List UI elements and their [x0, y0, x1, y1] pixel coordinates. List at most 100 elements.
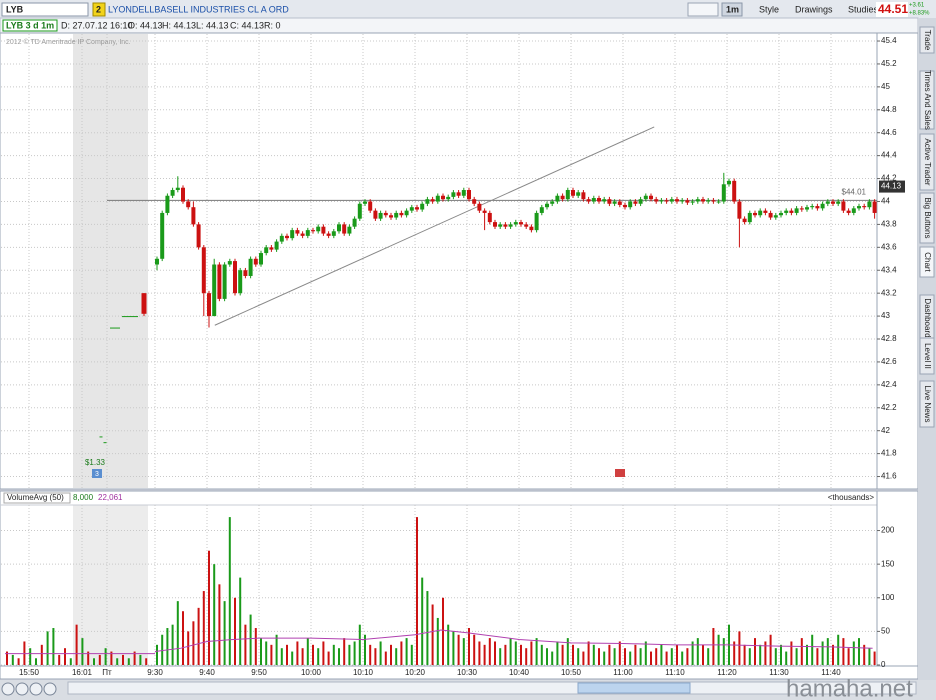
- volume-bar: [192, 621, 195, 665]
- chart-id: LYB 3 d 1m: [6, 20, 54, 30]
- studies-button[interactable]: Studies: [848, 4, 879, 14]
- volume-bar: [75, 624, 78, 665]
- candle-body: [836, 201, 841, 204]
- time-label: 10:10: [353, 668, 374, 677]
- candle-body: [706, 200, 711, 202]
- drawings-button[interactable]: Drawings: [795, 4, 833, 14]
- sidebar-tab[interactable]: [919, 133, 935, 191]
- volume-bar: [525, 648, 528, 665]
- volume-bar: [468, 628, 470, 665]
- volume-title: VolumeAvg (50): [7, 493, 64, 502]
- zoom-button[interactable]: [43, 682, 57, 696]
- volume-bar: [104, 648, 107, 665]
- sidebar-tab[interactable]: [919, 192, 935, 244]
- volume-bar: [785, 651, 788, 665]
- volume-bar: [587, 641, 590, 665]
- sidebar-tab[interactable]: [919, 70, 935, 130]
- scroll-thumb[interactable]: [577, 682, 691, 694]
- y-tick-label: 43.4: [881, 265, 897, 274]
- y-tick-label: 44: [881, 197, 890, 206]
- candle-body: [305, 230, 310, 236]
- candle-body: [222, 264, 227, 299]
- candle-body: [612, 201, 617, 204]
- candle-body: [591, 198, 596, 202]
- sidebar-tab[interactable]: [919, 246, 935, 278]
- candle-body: [695, 199, 700, 202]
- zoom-button[interactable]: [15, 682, 29, 696]
- volume-bar: [384, 651, 387, 665]
- volume-bar: [374, 648, 377, 665]
- info-date: D: 27.07.12 16:10: [61, 20, 133, 30]
- candle-body: [122, 316, 138, 318]
- volume-bar: [821, 641, 824, 665]
- volume-bar: [286, 644, 288, 665]
- sidebar-tab[interactable]: [919, 380, 935, 428]
- candle-body: [181, 187, 185, 202]
- volume-title-box: [3, 492, 71, 504]
- candle-body: [248, 258, 253, 276]
- candle-body: [441, 195, 445, 200]
- link-box[interactable]: [92, 2, 106, 17]
- volume-bar: [442, 597, 444, 665]
- volume-bar: [156, 644, 158, 665]
- volume-bar: [260, 638, 262, 665]
- volume-bar: [244, 624, 247, 665]
- symbol-box[interactable]: [1, 2, 89, 17]
- scrollbar[interactable]: [67, 681, 917, 695]
- candle-body: [872, 201, 877, 213]
- volume-bar: [566, 638, 569, 665]
- y-tick-label: 42.2: [881, 403, 897, 412]
- volume-bar: [139, 654, 142, 665]
- volume-bar: [483, 644, 486, 665]
- volume-bar: [572, 644, 574, 665]
- y-tick-label: 43.8: [881, 220, 897, 229]
- volume-bar: [234, 597, 236, 665]
- volume-bar: [348, 644, 351, 665]
- volume-bar: [816, 648, 819, 665]
- sidebar-tab-label: Chart: [923, 252, 932, 272]
- link: 2: [96, 4, 101, 14]
- candle-body: [867, 201, 872, 208]
- candle-body: [607, 199, 612, 204]
- y-tick-label: 45: [881, 82, 890, 91]
- volume-bar: [166, 628, 169, 665]
- volume-bar: [332, 644, 335, 665]
- time-label: 11:20: [717, 668, 737, 677]
- volume-bar: [774, 648, 777, 665]
- style-button[interactable]: Style: [759, 4, 779, 14]
- volume-bar: [868, 648, 871, 665]
- candle-body: [529, 226, 534, 231]
- volume-bar: [338, 648, 340, 665]
- zoom-button[interactable]: [29, 682, 43, 696]
- candle-body: [186, 201, 191, 208]
- timeframe-button[interactable]: [721, 2, 743, 17]
- time-label: 11:00: [613, 668, 633, 677]
- candle-body: [779, 212, 783, 216]
- zoom-button[interactable]: [1, 682, 15, 696]
- y-tick-label: 44.6: [881, 128, 897, 137]
- candle-body: [295, 230, 300, 234]
- time-label: 11:10: [665, 668, 685, 677]
- volume-bar: [223, 601, 226, 665]
- candle-body: [155, 258, 159, 265]
- event-icon[interactable]: [92, 469, 102, 478]
- sidebar-tab-label: Level II: [923, 343, 932, 369]
- volume-bar: [509, 638, 512, 665]
- tool-icons[interactable]: [687, 2, 719, 17]
- volume-bar: [249, 614, 252, 665]
- volume-bar: [358, 624, 361, 665]
- candle-body: [342, 224, 347, 234]
- volume-bar: [722, 638, 725, 665]
- volume-bar: [208, 550, 210, 665]
- y-tick-label: 42.8: [881, 334, 897, 343]
- dividend-label: $1.33: [85, 458, 106, 467]
- earnings-icon[interactable]: [615, 469, 625, 477]
- candle-body: [337, 224, 341, 232]
- sidebar-tab[interactable]: [919, 337, 935, 375]
- candle-body: [763, 210, 768, 213]
- time-label: 11:40: [821, 668, 841, 677]
- sidebar-tab[interactable]: [919, 26, 935, 54]
- volume-bar: [832, 644, 834, 665]
- volume-bar: [400, 641, 403, 665]
- volume-bar: [410, 644, 413, 665]
